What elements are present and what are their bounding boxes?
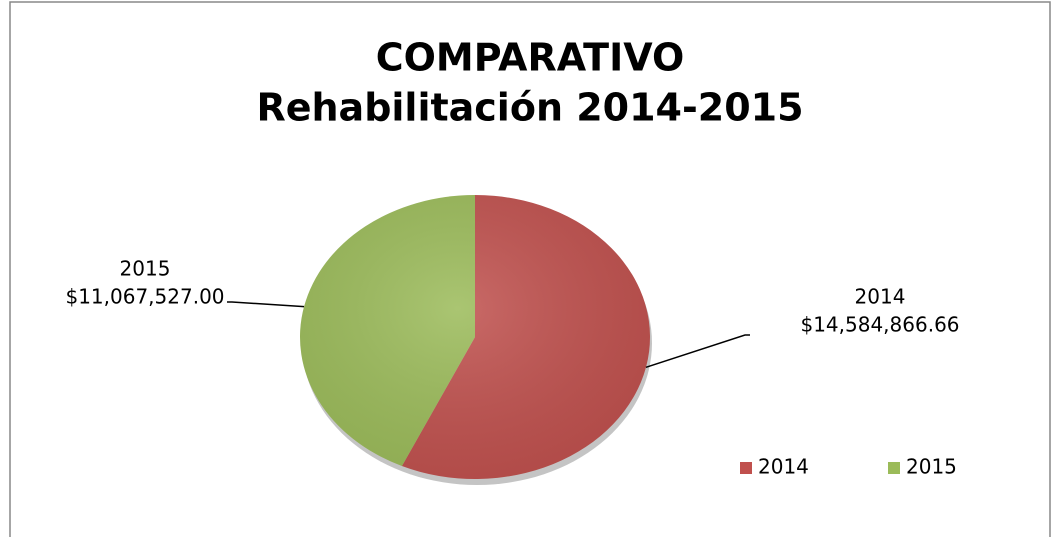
leader-line [227, 301, 305, 308]
data-label-value: $11,067,527.00 [65, 285, 224, 309]
data-label-value: $14,584,866.66 [800, 313, 959, 337]
chart-title: COMPARATIVO [376, 36, 685, 80]
data-label-category: 2015 [120, 257, 171, 281]
legend-label: 2014 [758, 455, 809, 479]
legend-swatch [888, 462, 900, 474]
chart-subtitle: Rehabilitación 2014-2015 [256, 86, 803, 130]
data-label-category: 2014 [855, 285, 906, 309]
leader-line [645, 334, 750, 369]
pie-highlight [300, 195, 650, 479]
legend-swatch [740, 462, 752, 474]
legend-label: 2015 [906, 455, 957, 479]
